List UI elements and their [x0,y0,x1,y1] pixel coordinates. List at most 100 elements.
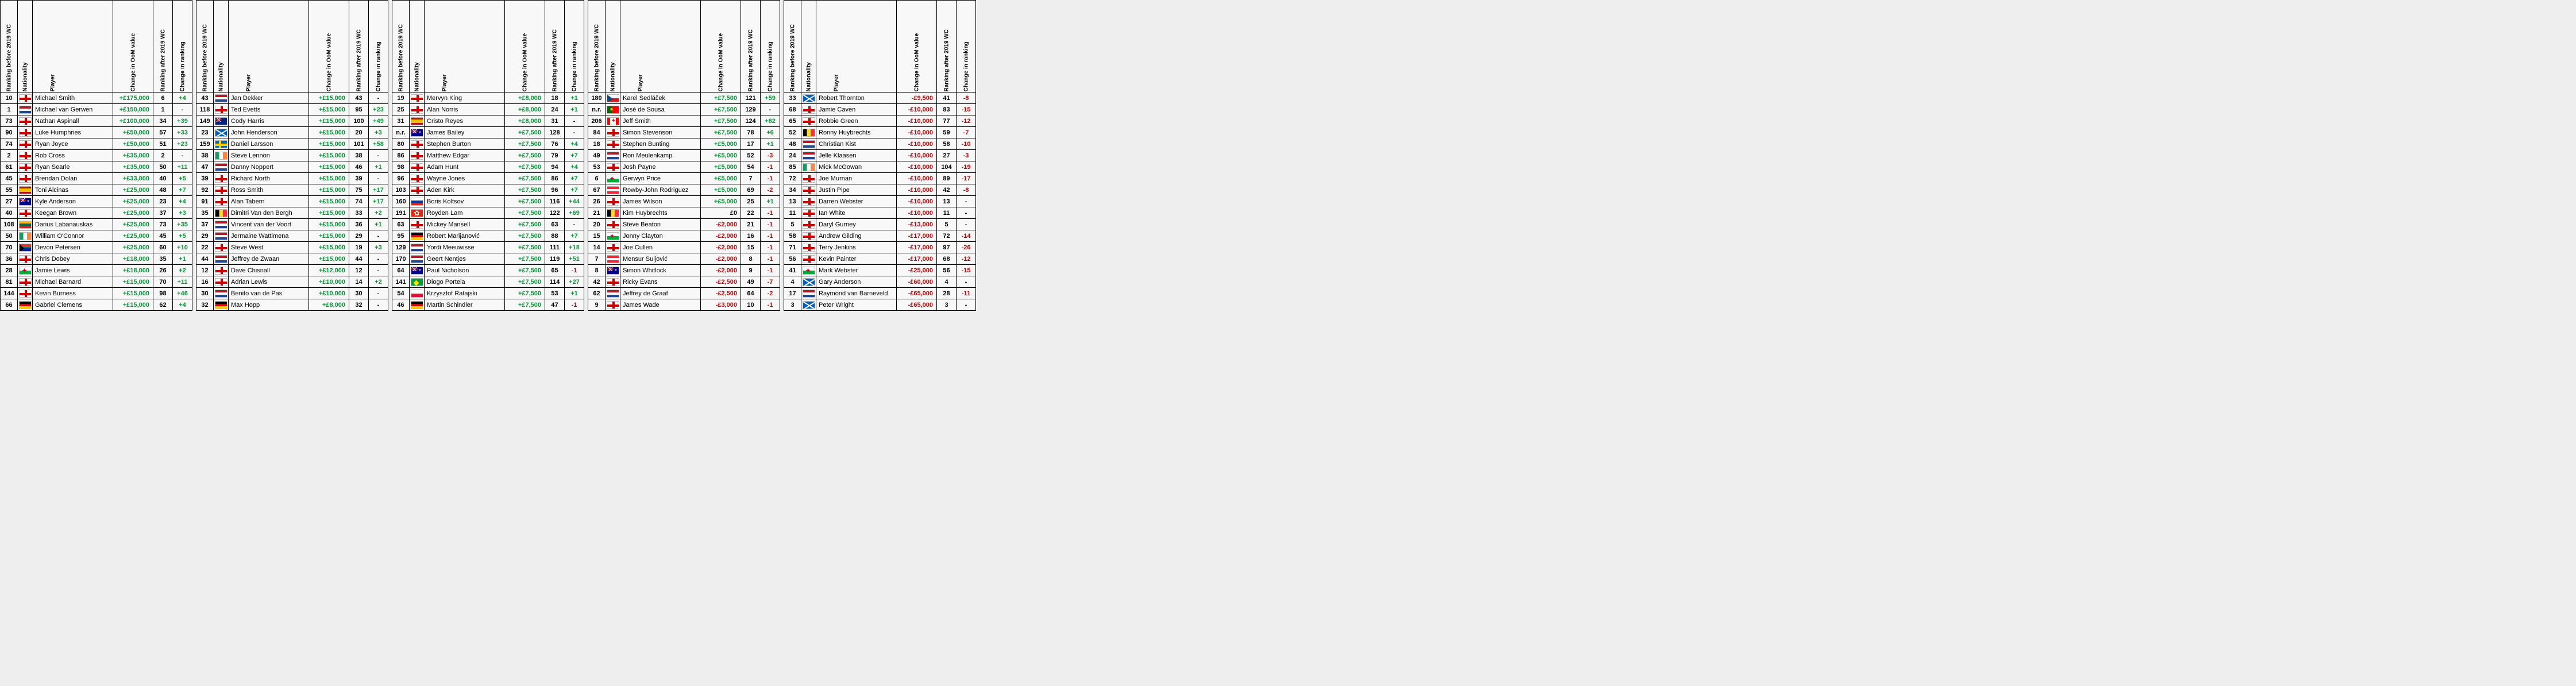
oom-change-cell: +£18,000 [113,265,153,276]
table-row: 49Ron Meulenkamp+£5,00052-3 [588,150,780,161]
rank-before-cell: 5 [784,219,801,230]
table-row: 38Steve Lennon+£15,00038- [196,150,388,161]
table-row: 44Jeffrey de Zwaan+£15,00044- [196,253,388,265]
table-row: 47Danny Noppert+£15,00046+1 [196,161,388,173]
rank-before-cell: 11 [784,207,801,219]
flag-cell [18,299,33,311]
flag-cell [410,173,425,184]
rank-before-cell: 6 [588,173,606,184]
rank-change-cell: - [957,276,976,288]
flag-cell [606,276,620,288]
rank-before-cell: 7 [588,253,606,265]
rank-after-cell: 12 [349,265,369,276]
player-name-cell: Wayne Jones [425,173,505,184]
rank-before-cell: 45 [1,173,18,184]
ger-flag-icon [215,301,227,309]
rank-after-cell: 41 [937,93,957,104]
nir-flag-icon [411,221,423,229]
table-row: 42Ricky Evans-£2,50049-7 [588,276,780,288]
player-name-cell: Jamie Caven [816,104,897,115]
oom-change-cell: +£8,000 [309,299,349,311]
rank-before-cell: 27 [1,196,18,207]
nir-flag-icon [19,175,32,183]
rank-after-cell: 30 [349,288,369,299]
table-row: 74Ryan Joyce+£50,00051+23 [1,138,192,150]
eng-flag-icon [607,129,619,137]
table-row: 20Steve Beaton-£2,00021-1 [588,219,780,230]
eng-flag-icon [803,186,815,194]
rank-after-cell: 26 [153,265,173,276]
rank-after-cell: 8 [741,253,761,265]
oom-change-cell: +£7,500 [505,265,545,276]
rank-before-cell: 15 [588,230,606,242]
player-name-cell: John Henderson [229,127,309,138]
oom-change-cell: +£15,000 [309,104,349,115]
player-name-cell: Alan Tabern [229,196,309,207]
rank-change-cell: - [173,104,192,115]
table-row: 81Michael Barnard+£15,00070+11 [1,276,192,288]
rank-change-cell: +49 [369,115,388,127]
flag-cell [410,288,425,299]
rank-before-cell: 170 [392,253,410,265]
rank-before-cell: 9 [588,299,606,311]
rank-before-cell: 72 [784,173,801,184]
rank-after-cell: 100 [349,115,369,127]
oom-change-cell: -£3,000 [701,299,741,311]
player-name-cell: Robbie Green [816,115,897,127]
rank-after-hdr: Ranking after 2019 WC [153,1,173,93]
nationality-hdr: Nationality [18,1,33,93]
rank-change-cell: -7 [957,127,976,138]
flag-cell [801,150,816,161]
oom-change-cell: -£10,000 [897,207,937,219]
flag-cell [410,207,425,219]
player-name-cell: Devon Petersen [33,242,113,253]
rank-change-cell: - [957,196,976,207]
change-hdr: Change in ranking [565,1,584,93]
oom-change-cell: -£2,000 [701,242,741,253]
rank-after-cell: 14 [349,276,369,288]
rank-after-cell: 77 [937,115,957,127]
bel-flag-icon [607,209,619,217]
rank-change-cell: - [369,288,388,299]
rank-change-cell: -10 [957,138,976,150]
rank-before-cell: 24 [784,150,801,161]
rank-after-cell: 57 [153,127,173,138]
rank-before-cell: 1 [1,104,18,115]
flag-cell [410,184,425,196]
flag-cell [606,150,620,161]
flag-cell [606,196,620,207]
flag-cell [801,253,816,265]
player-name-cell: Jan Dekker [229,93,309,104]
rank-after-cell: 60 [153,242,173,253]
player-name-cell: Ryan Searle [33,161,113,173]
rank-change-cell: -1 [761,173,780,184]
rank-change-cell: +11 [173,161,192,173]
player-name-cell: Darren Webster [816,196,897,207]
flag-cell [801,93,816,104]
table-row: 108Darius Labanauskas+£25,00073+35 [1,219,192,230]
table-row: 160Boris Koltsov+£7,500116+44 [392,196,584,207]
flag-cell [214,276,229,288]
rank-after-cell: 46 [349,161,369,173]
table-row: 50William O'Connor+£25,00045+5 [1,230,192,242]
rank-change-cell: -8 [957,184,976,196]
oom-change-cell: +£5,000 [701,173,741,184]
player-name-cell: José de Sousa [620,104,701,115]
oom-hdr: Change in OoM value [113,1,153,93]
table-row: 17Raymond van Barneveld-£65,00028-11 [784,288,976,299]
flag-cell [606,288,620,299]
rank-after-cell: 15 [741,242,761,253]
rank-after-cell: 116 [545,196,565,207]
rank-change-cell: +69 [565,207,584,219]
eng-flag-icon [19,163,32,171]
rank-change-cell: +4 [173,196,192,207]
oom-change-cell: +£15,000 [309,93,349,104]
rank-after-cell: 122 [545,207,565,219]
table-row: 35Dimitri Van den Bergh+£15,00033+2 [196,207,388,219]
rank-after-cell: 62 [153,299,173,311]
rank-change-cell: -1 [761,265,780,276]
rank-after-cell: 32 [349,299,369,311]
rank-after-cell: 52 [741,150,761,161]
rank-change-cell: - [369,230,388,242]
flag-cell [606,115,620,127]
